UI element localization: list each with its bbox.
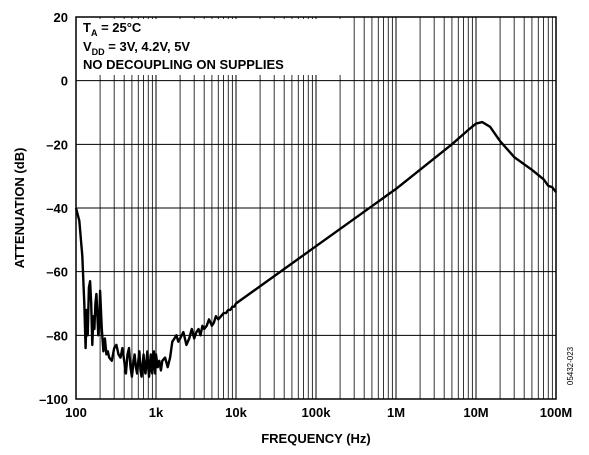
- y-tick-label: 20: [54, 10, 68, 25]
- y-tick-label: –40: [46, 201, 68, 216]
- y-tick-label: –20: [46, 137, 68, 152]
- y-tick-label: –80: [46, 328, 68, 343]
- annotation-background: [78, 19, 342, 75]
- annotation-supply-voltage: VDD = 3V, 4.2V, 5V: [83, 39, 190, 57]
- x-tick-label: 100: [65, 405, 87, 420]
- tick-labels: 100 1k 10k 100k 1M 10M 100M 20 0 –20 –40 –60 –80 –100: [39, 10, 572, 420]
- x-axis-label: FREQUENCY (Hz): [261, 431, 371, 446]
- x-tick-label: 10k: [225, 405, 247, 420]
- y-axis-label: ATTENUATION (dB): [12, 148, 27, 269]
- x-tick-label: 10M: [463, 405, 488, 420]
- y-tick-label: 0: [61, 74, 68, 89]
- annotation-decoupling: NO DECOUPLING ON SUPPLIES: [83, 57, 284, 72]
- figure-id: 05432-023: [566, 346, 575, 385]
- y-tick-label: –60: [46, 265, 68, 280]
- x-tick-label: 1M: [387, 405, 405, 420]
- y-tick-label: –100: [39, 392, 68, 407]
- annotation-temperature: TA = 25°C: [83, 20, 142, 38]
- x-tick-label: 100M: [540, 405, 573, 420]
- x-tick-label: 100k: [302, 405, 332, 420]
- x-tick-label: 1k: [149, 405, 164, 420]
- series-line: [74, 120, 557, 378]
